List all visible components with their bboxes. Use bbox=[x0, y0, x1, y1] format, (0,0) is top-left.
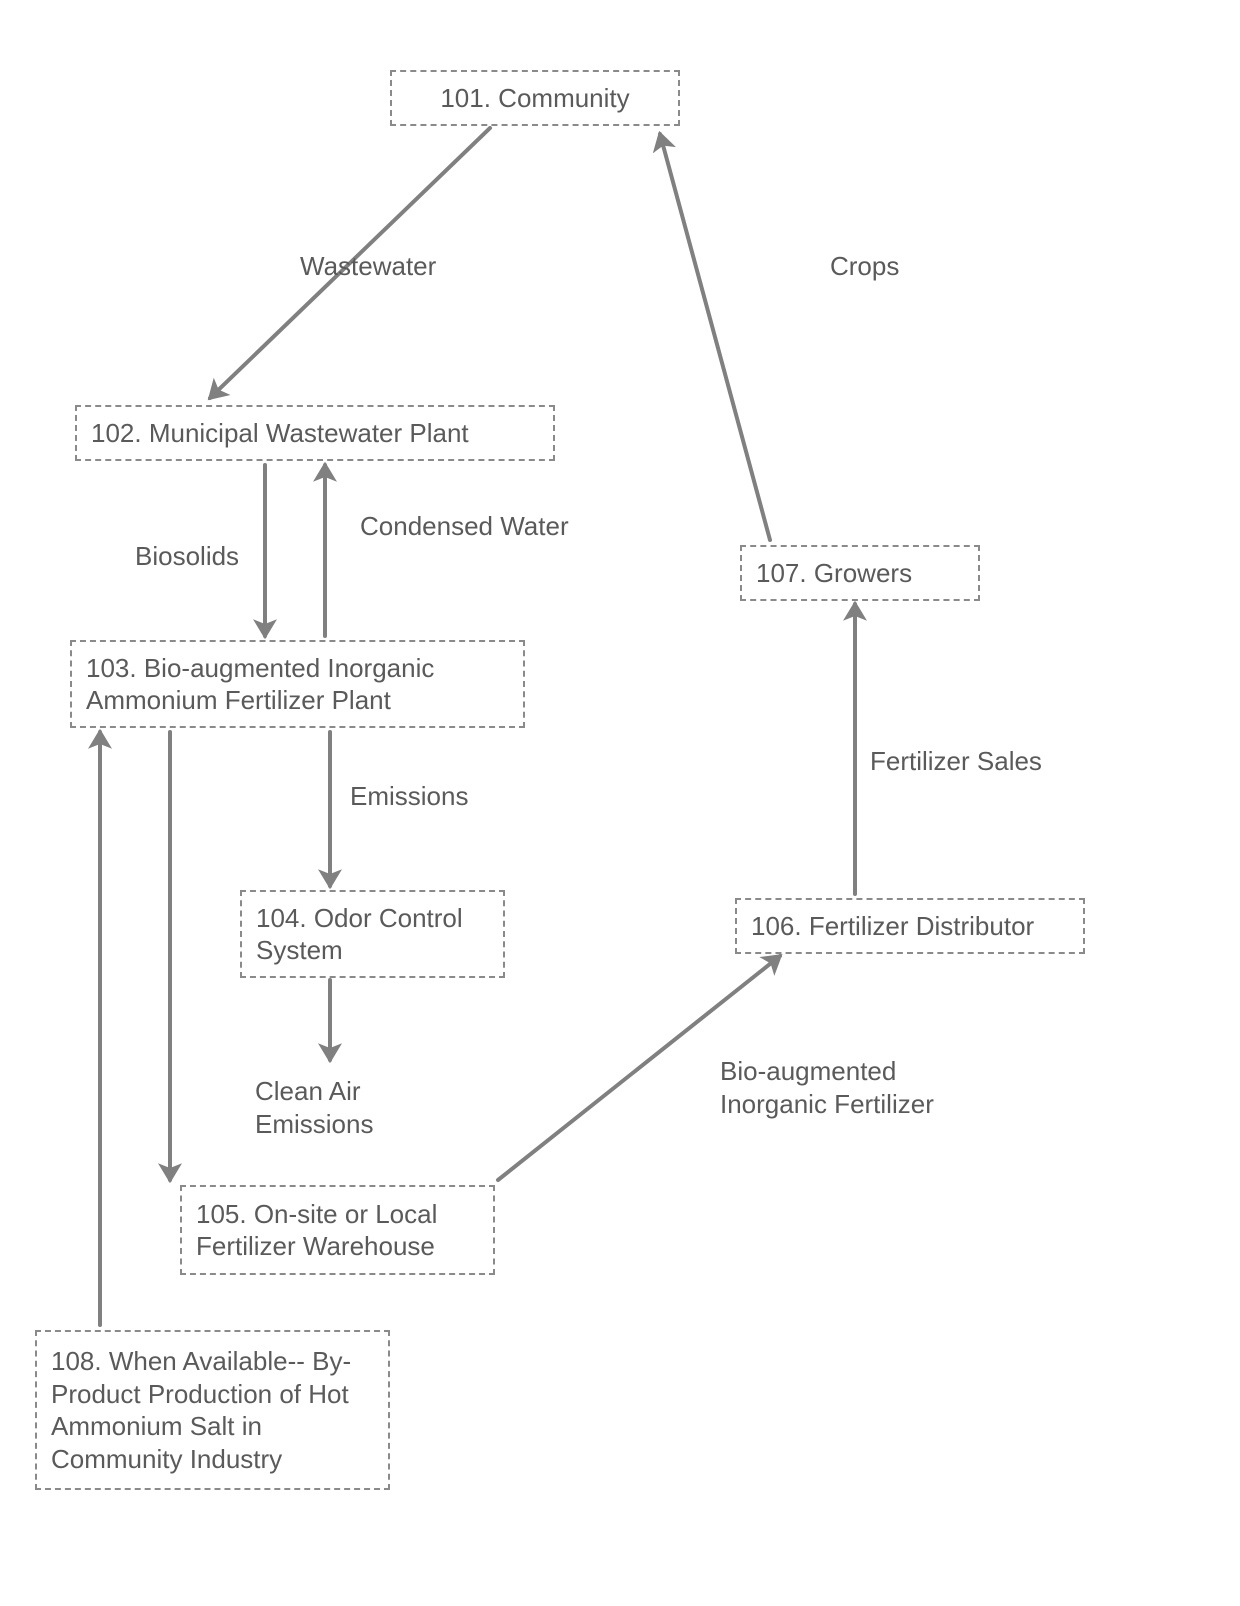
edge-label-text: Wastewater bbox=[300, 251, 436, 281]
node-warehouse: 105. On-site or Local Fertilizer Warehou… bbox=[180, 1185, 495, 1275]
diagram-canvas: 101. Community 102. Municipal Wastewater… bbox=[0, 0, 1240, 1606]
edge-label-text: Emissions bbox=[350, 781, 468, 811]
edge-label-biosolids: Biosolids bbox=[135, 540, 239, 573]
node-distributor: 106. Fertilizer Distributor bbox=[735, 898, 1085, 954]
edge-label-text: Clean Air Emissions bbox=[255, 1076, 373, 1139]
node-label: 108. When Available-- By-Product Product… bbox=[51, 1345, 374, 1475]
node-growers: 107. Growers bbox=[740, 545, 980, 601]
node-label: 104. Odor Control System bbox=[256, 902, 489, 967]
node-byproduct: 108. When Available-- By-Product Product… bbox=[35, 1330, 390, 1490]
edge-label-text: Fertilizer Sales bbox=[870, 746, 1042, 776]
edge-label-fertilizer-sales: Fertilizer Sales bbox=[870, 745, 1042, 778]
edge-label-clean-air: Clean Air Emissions bbox=[255, 1075, 475, 1140]
node-label: 101. Community bbox=[440, 82, 629, 115]
node-community: 101. Community bbox=[390, 70, 680, 126]
node-label: 107. Growers bbox=[756, 557, 912, 590]
edge-label-crops: Crops bbox=[830, 250, 899, 283]
node-label: 105. On-site or Local Fertilizer Warehou… bbox=[196, 1198, 479, 1263]
edge-label-emissions: Emissions bbox=[350, 780, 468, 813]
node-label: 102. Municipal Wastewater Plant bbox=[91, 417, 469, 450]
node-label: 106. Fertilizer Distributor bbox=[751, 910, 1034, 943]
edge-label-text: Bio-augmented Inorganic Fertilizer bbox=[720, 1056, 934, 1119]
edge-label-condensed-water: Condensed Water bbox=[360, 510, 569, 543]
node-wastewater-plant: 102. Municipal Wastewater Plant bbox=[75, 405, 555, 461]
node-fertilizer-plant: 103. Bio-augmented Inorganic Ammonium Fe… bbox=[70, 640, 525, 728]
node-odor-control: 104. Odor Control System bbox=[240, 890, 505, 978]
edge-label-bio-fertilizer: Bio-augmented Inorganic Fertilizer bbox=[720, 1055, 940, 1120]
edge-label-text: Biosolids bbox=[135, 541, 239, 571]
edge-label-text: Crops bbox=[830, 251, 899, 281]
node-label: 103. Bio-augmented Inorganic Ammonium Fe… bbox=[86, 652, 509, 717]
edge-label-wastewater: Wastewater bbox=[300, 250, 436, 283]
edge-label-text: Condensed Water bbox=[360, 511, 569, 541]
